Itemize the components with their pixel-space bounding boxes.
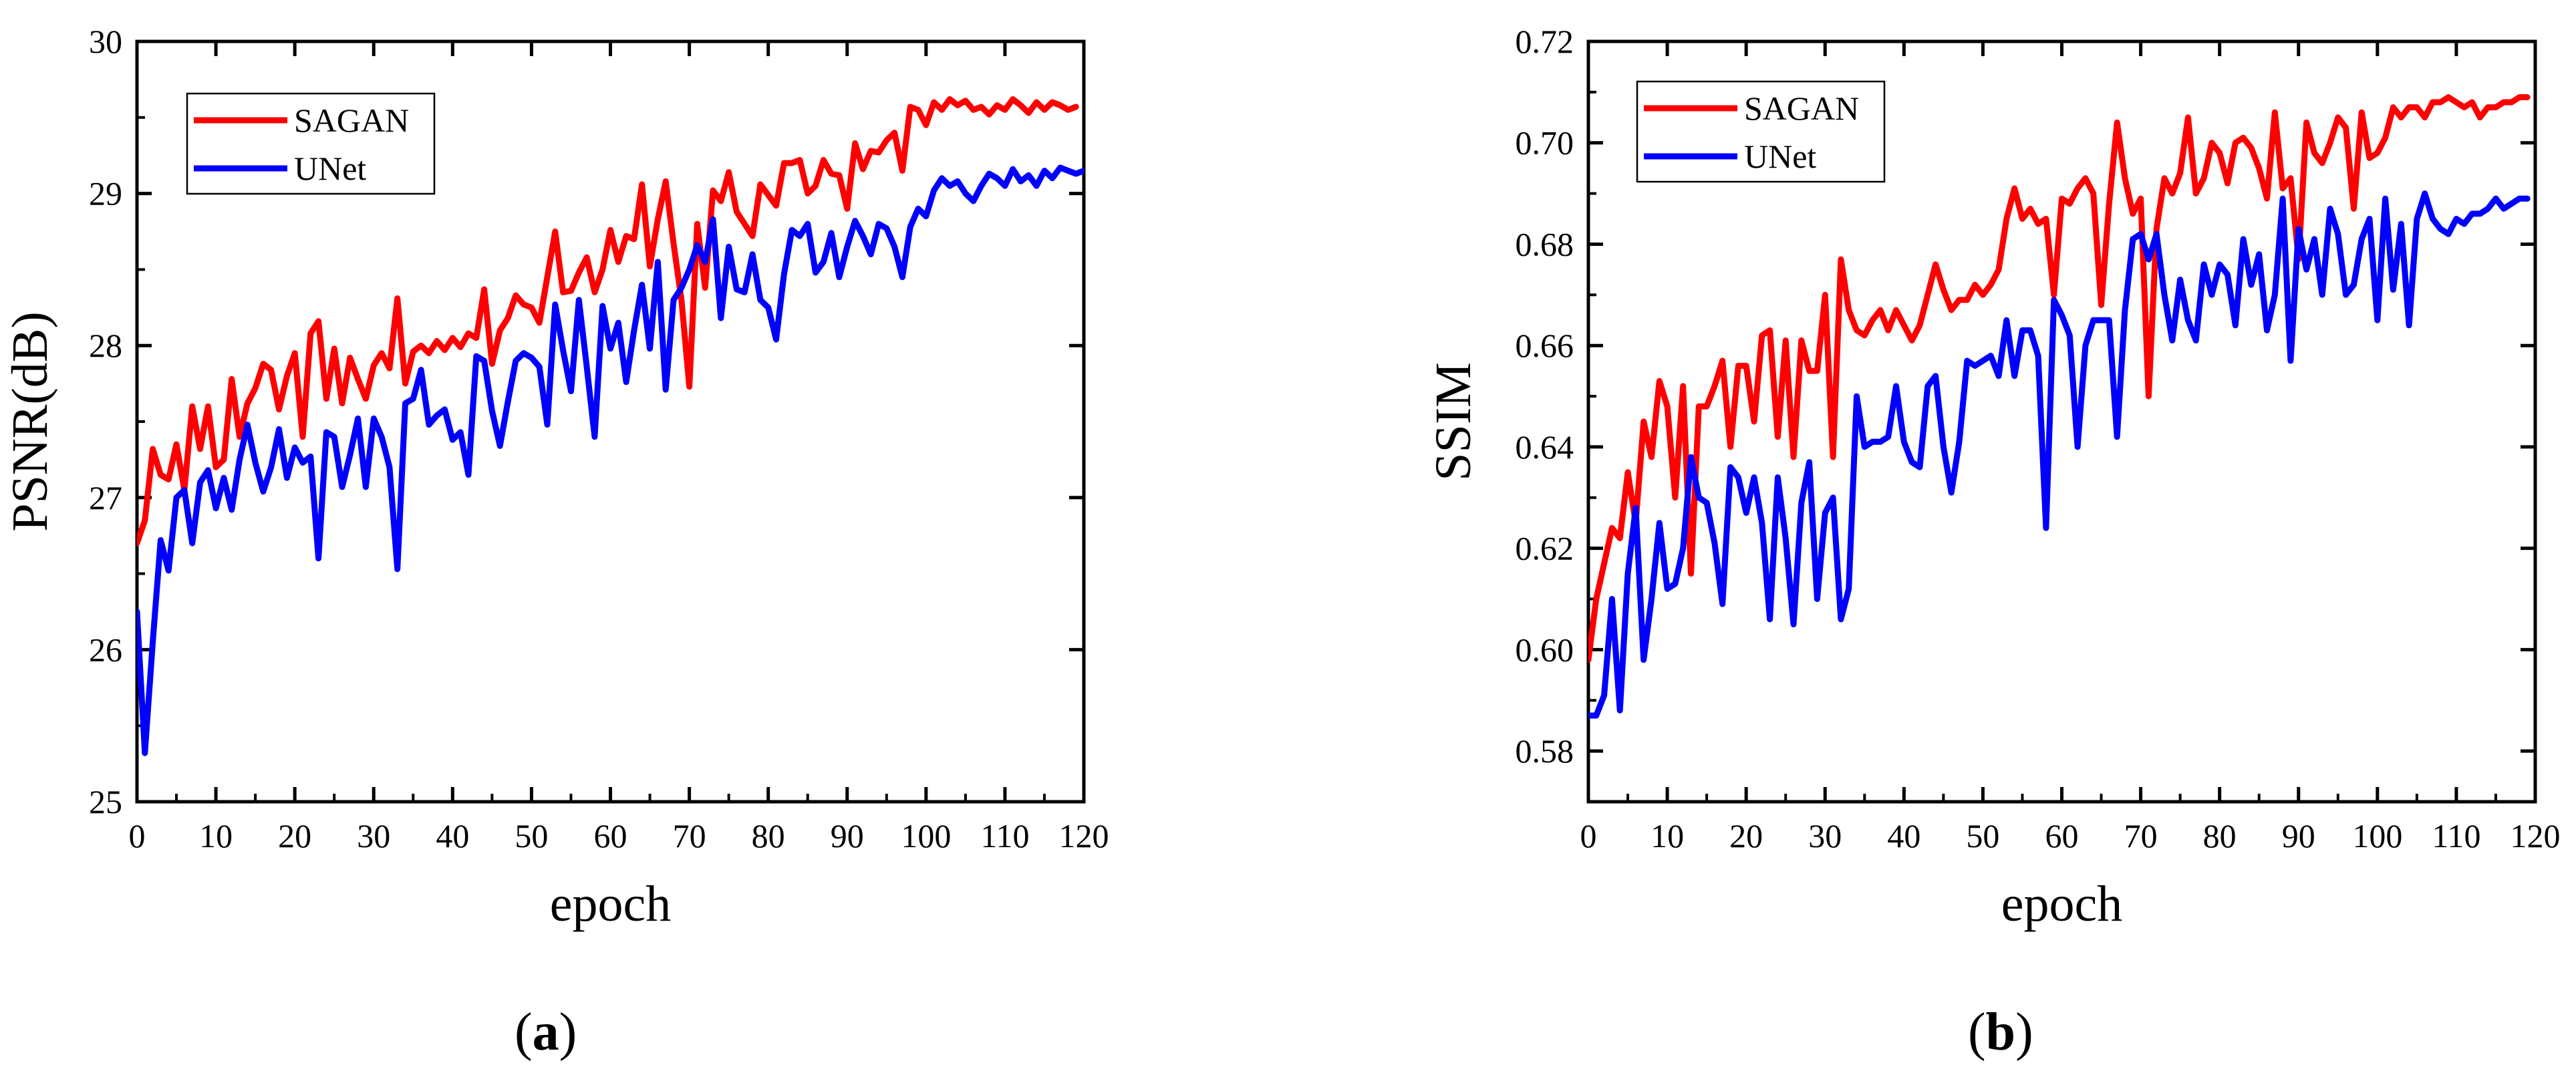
x-tick-label: 20 [1729,817,1763,855]
legend-box [1636,80,1886,183]
x-tick-label: 90 [831,817,864,855]
y-tick-label: 0.66 [1516,327,1574,364]
x-axis-label: epoch [550,876,671,932]
y-tick-label: 0.62 [1516,530,1574,567]
x-tick-label: 80 [2203,817,2237,855]
x-tick-label: 110 [2432,817,2480,855]
chart-psnr: 0 10 20 30 40 50 60 70 80 90 100 110 120 25 26 27 28 29 30… [2,23,1109,932]
y-tick-label: 30 [89,23,122,60]
x-tick-label: 80 [752,817,785,855]
x-tick-label: 40 [1887,817,1920,855]
legend-box [186,92,436,195]
legend-label-unet: UNet [294,150,366,187]
y-axis-label: PSNR(dB) [2,311,58,531]
x-tick-label: 30 [357,817,390,855]
y-tick-label: 0.60 [1516,631,1574,668]
x-tick-label: 30 [1808,817,1842,855]
x-tick-label: 20 [278,817,311,855]
series-line-unet [1588,190,2531,719]
series-group [1588,94,2531,719]
x-tick-label: 60 [594,817,627,855]
x-tick-label: 0 [1580,817,1597,855]
y-tick-label: 25 [89,783,122,820]
x-tick-label: 70 [2124,817,2158,855]
panel-label-a: (a) [515,1003,577,1062]
series-line-sagan [1588,94,2531,663]
x-axis-label: epoch [2001,876,2122,932]
x-tick-label: 10 [199,817,233,855]
x-tick-label: 100 [2352,817,2402,855]
panel-label-b-letter: b [1985,1003,2016,1062]
x-tick-label: 120 [2511,817,2561,855]
series-group [137,96,1084,756]
y-tick-label: 0.58 [1516,732,1574,770]
legend-label-unet: UNet [1744,138,1816,175]
x-tick-label: 50 [515,817,548,855]
x-tick-label: 10 [1651,817,1684,855]
legend-label-sagan: SAGAN [294,102,409,139]
y-tick-label: 0.72 [1516,23,1574,60]
x-tick-label: 120 [1059,817,1109,855]
y-tick-label: 0.64 [1516,428,1574,466]
panel-label-b: (b) [1968,1003,2033,1062]
series-line-unet [137,164,1084,756]
chart-ssim: 0 10 20 30 40 50 60 70 80 90 100 110 120 0.58 0.60 0.62… [1425,23,2561,932]
y-tick-label: 29 [89,175,122,212]
legend-label-sagan: SAGAN [1744,90,1859,127]
x-tick-label: 90 [2282,817,2315,855]
y-tick-label: 26 [89,631,122,668]
y-axis-label: SSIM [1425,362,1481,480]
x-tick-label: 110 [980,817,1029,855]
y-tick-label: 0.70 [1516,124,1574,162]
x-tick-label: 70 [673,817,706,855]
x-tick-label: 0 [129,817,146,855]
y-tick-label: 27 [89,479,122,516]
x-tick-label: 50 [1966,817,1999,855]
y-tick-label: 0.68 [1516,225,1574,263]
y-tick-label: 28 [89,327,122,364]
series-line-sagan [137,96,1079,547]
x-tick-label: 100 [901,817,951,855]
x-tick-label: 60 [2045,817,2079,855]
panel-label-a-letter: a [532,1003,559,1062]
x-tick-label: 40 [436,817,469,855]
